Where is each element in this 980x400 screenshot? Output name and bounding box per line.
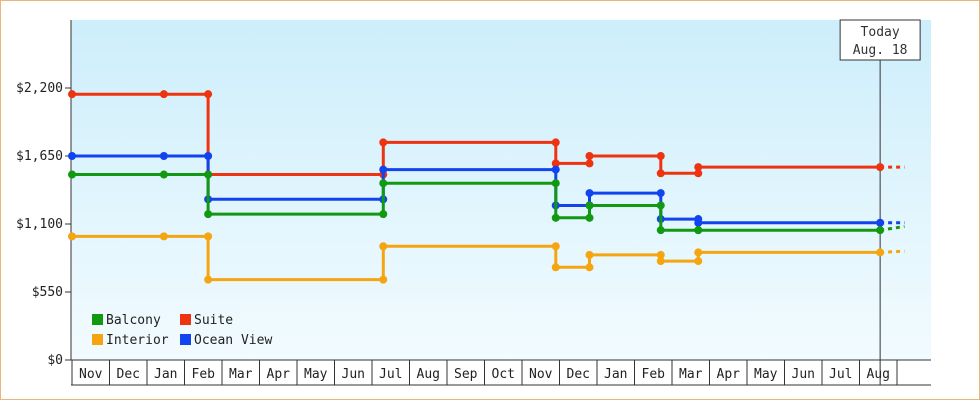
x-month-label: Dec	[567, 367, 590, 382]
x-month-label: Feb	[192, 367, 216, 382]
data-point-suite[interactable]	[585, 152, 594, 160]
data-point-balcony[interactable]	[656, 226, 665, 235]
data-point-interior[interactable]	[694, 257, 703, 266]
plot-background	[71, 20, 931, 360]
data-point-suite[interactable]	[694, 169, 703, 178]
data-point-interior[interactable]	[585, 250, 594, 259]
data-point-suite[interactable]	[68, 90, 76, 99]
legend-label-balcony: Balcony	[106, 313, 161, 328]
data-point-balcony[interactable]	[204, 210, 213, 219]
legend-swatch-balcony	[92, 314, 103, 325]
data-point-balcony[interactable]	[379, 179, 388, 188]
x-month-label: Apr	[267, 367, 291, 382]
today-date-label: Aug. 18	[853, 43, 908, 58]
y-tick-label: $550	[32, 285, 63, 300]
x-month-label: Mar	[679, 367, 703, 382]
x-month-label: Sep	[454, 367, 478, 382]
data-point-interior[interactable]	[694, 248, 703, 257]
x-axis: Nov Dec Jan Feb Mar Apr May Jun Jul Aug Sep Oct Nov D…	[71, 359, 931, 386]
data-point-interior[interactable]	[379, 275, 388, 284]
data-point-interior[interactable]	[379, 242, 388, 251]
data-point-ocean-view[interactable]	[656, 189, 665, 198]
y-tick-label: $1,650	[16, 149, 63, 164]
data-point-suite[interactable]	[656, 152, 665, 160]
legend-label-ocean-view: Ocean View	[194, 333, 272, 348]
x-month-label: Aug	[417, 367, 440, 382]
data-point-ocean-view[interactable]	[159, 152, 168, 160]
legend-label-interior: Interior	[106, 333, 169, 348]
data-point-interior[interactable]	[204, 232, 213, 241]
legend-swatch-suite	[180, 314, 191, 325]
data-point-balcony[interactable]	[656, 201, 665, 210]
x-month-label: Jan	[154, 367, 177, 382]
data-point-ocean-view[interactable]	[379, 165, 388, 174]
data-point-suite[interactable]	[585, 159, 594, 168]
x-month-label: Jul	[379, 367, 402, 382]
legend: Balcony Suite Interior Ocean View	[92, 313, 272, 348]
x-month-label: Jan	[604, 367, 627, 382]
legend-label-suite: Suite	[194, 313, 233, 328]
x-month-label: May	[754, 367, 778, 382]
legend-swatch-ocean-view	[180, 334, 191, 345]
data-point-interior[interactable]	[585, 263, 594, 272]
data-point-interior[interactable]	[551, 242, 560, 251]
x-month-label: Mar	[229, 367, 253, 382]
data-point-balcony[interactable]	[551, 213, 560, 222]
data-point-balcony[interactable]	[585, 213, 594, 222]
data-point-balcony[interactable]	[159, 170, 168, 179]
data-point-suite[interactable]	[204, 90, 213, 99]
data-point-balcony[interactable]	[694, 226, 703, 235]
data-point-suite[interactable]	[656, 169, 665, 178]
today-label: Today	[861, 25, 900, 40]
data-point-suite[interactable]	[551, 138, 560, 147]
y-tick-label: $1,100	[16, 217, 63, 232]
x-month-label: Feb	[642, 367, 666, 382]
data-point-interior[interactable]	[204, 275, 213, 284]
data-point-ocean-view[interactable]	[68, 152, 76, 160]
today-marker: Today Aug. 18	[839, 19, 921, 385]
y-tick-label: $2,200	[16, 81, 63, 96]
series-line-balcony	[72, 173, 881, 232]
x-month-label: Oct	[492, 367, 515, 382]
data-point-balcony[interactable]	[585, 201, 594, 210]
data-point-suite[interactable]	[551, 159, 560, 168]
data-point-interior[interactable]	[876, 248, 885, 257]
x-month-label: Aug	[867, 367, 890, 382]
legend-swatch-interior	[92, 334, 103, 345]
x-month-label: Nov	[529, 367, 553, 382]
data-point-balcony[interactable]	[551, 179, 560, 188]
x-month-label: Apr	[717, 367, 741, 382]
data-point-interior[interactable]	[656, 250, 665, 259]
data-point-suite[interactable]	[379, 138, 388, 147]
data-point-ocean-view[interactable]	[551, 165, 560, 174]
data-point-interior[interactable]	[68, 232, 76, 241]
x-month-label: Dec	[117, 367, 140, 382]
series-group	[68, 90, 905, 284]
data-point-balcony[interactable]	[876, 226, 885, 235]
y-axis: $0 $550 $1,100 $1,650 $2,200	[16, 20, 72, 368]
data-point-suite[interactable]	[694, 163, 703, 172]
data-point-balcony[interactable]	[379, 210, 388, 219]
x-month-label: Nov	[79, 367, 103, 382]
data-point-ocean-view[interactable]	[694, 218, 703, 227]
x-month-label: Jul	[829, 367, 852, 382]
data-point-interior[interactable]	[159, 232, 168, 241]
data-point-suite[interactable]	[876, 163, 885, 172]
x-month-label: May	[304, 367, 328, 382]
data-point-suite[interactable]	[159, 90, 168, 99]
data-point-ocean-view[interactable]	[204, 152, 213, 160]
data-point-interior[interactable]	[551, 263, 560, 272]
y-tick-label: $0	[47, 353, 63, 368]
x-month-label: Jun	[342, 367, 365, 382]
data-point-ocean-view[interactable]	[585, 189, 594, 198]
x-month-label: Jun	[792, 367, 815, 382]
today-box	[839, 19, 921, 61]
data-point-ocean-view[interactable]	[876, 218, 885, 227]
data-point-balcony[interactable]	[68, 170, 76, 179]
data-point-interior[interactable]	[656, 257, 665, 266]
data-point-balcony[interactable]	[204, 170, 213, 179]
